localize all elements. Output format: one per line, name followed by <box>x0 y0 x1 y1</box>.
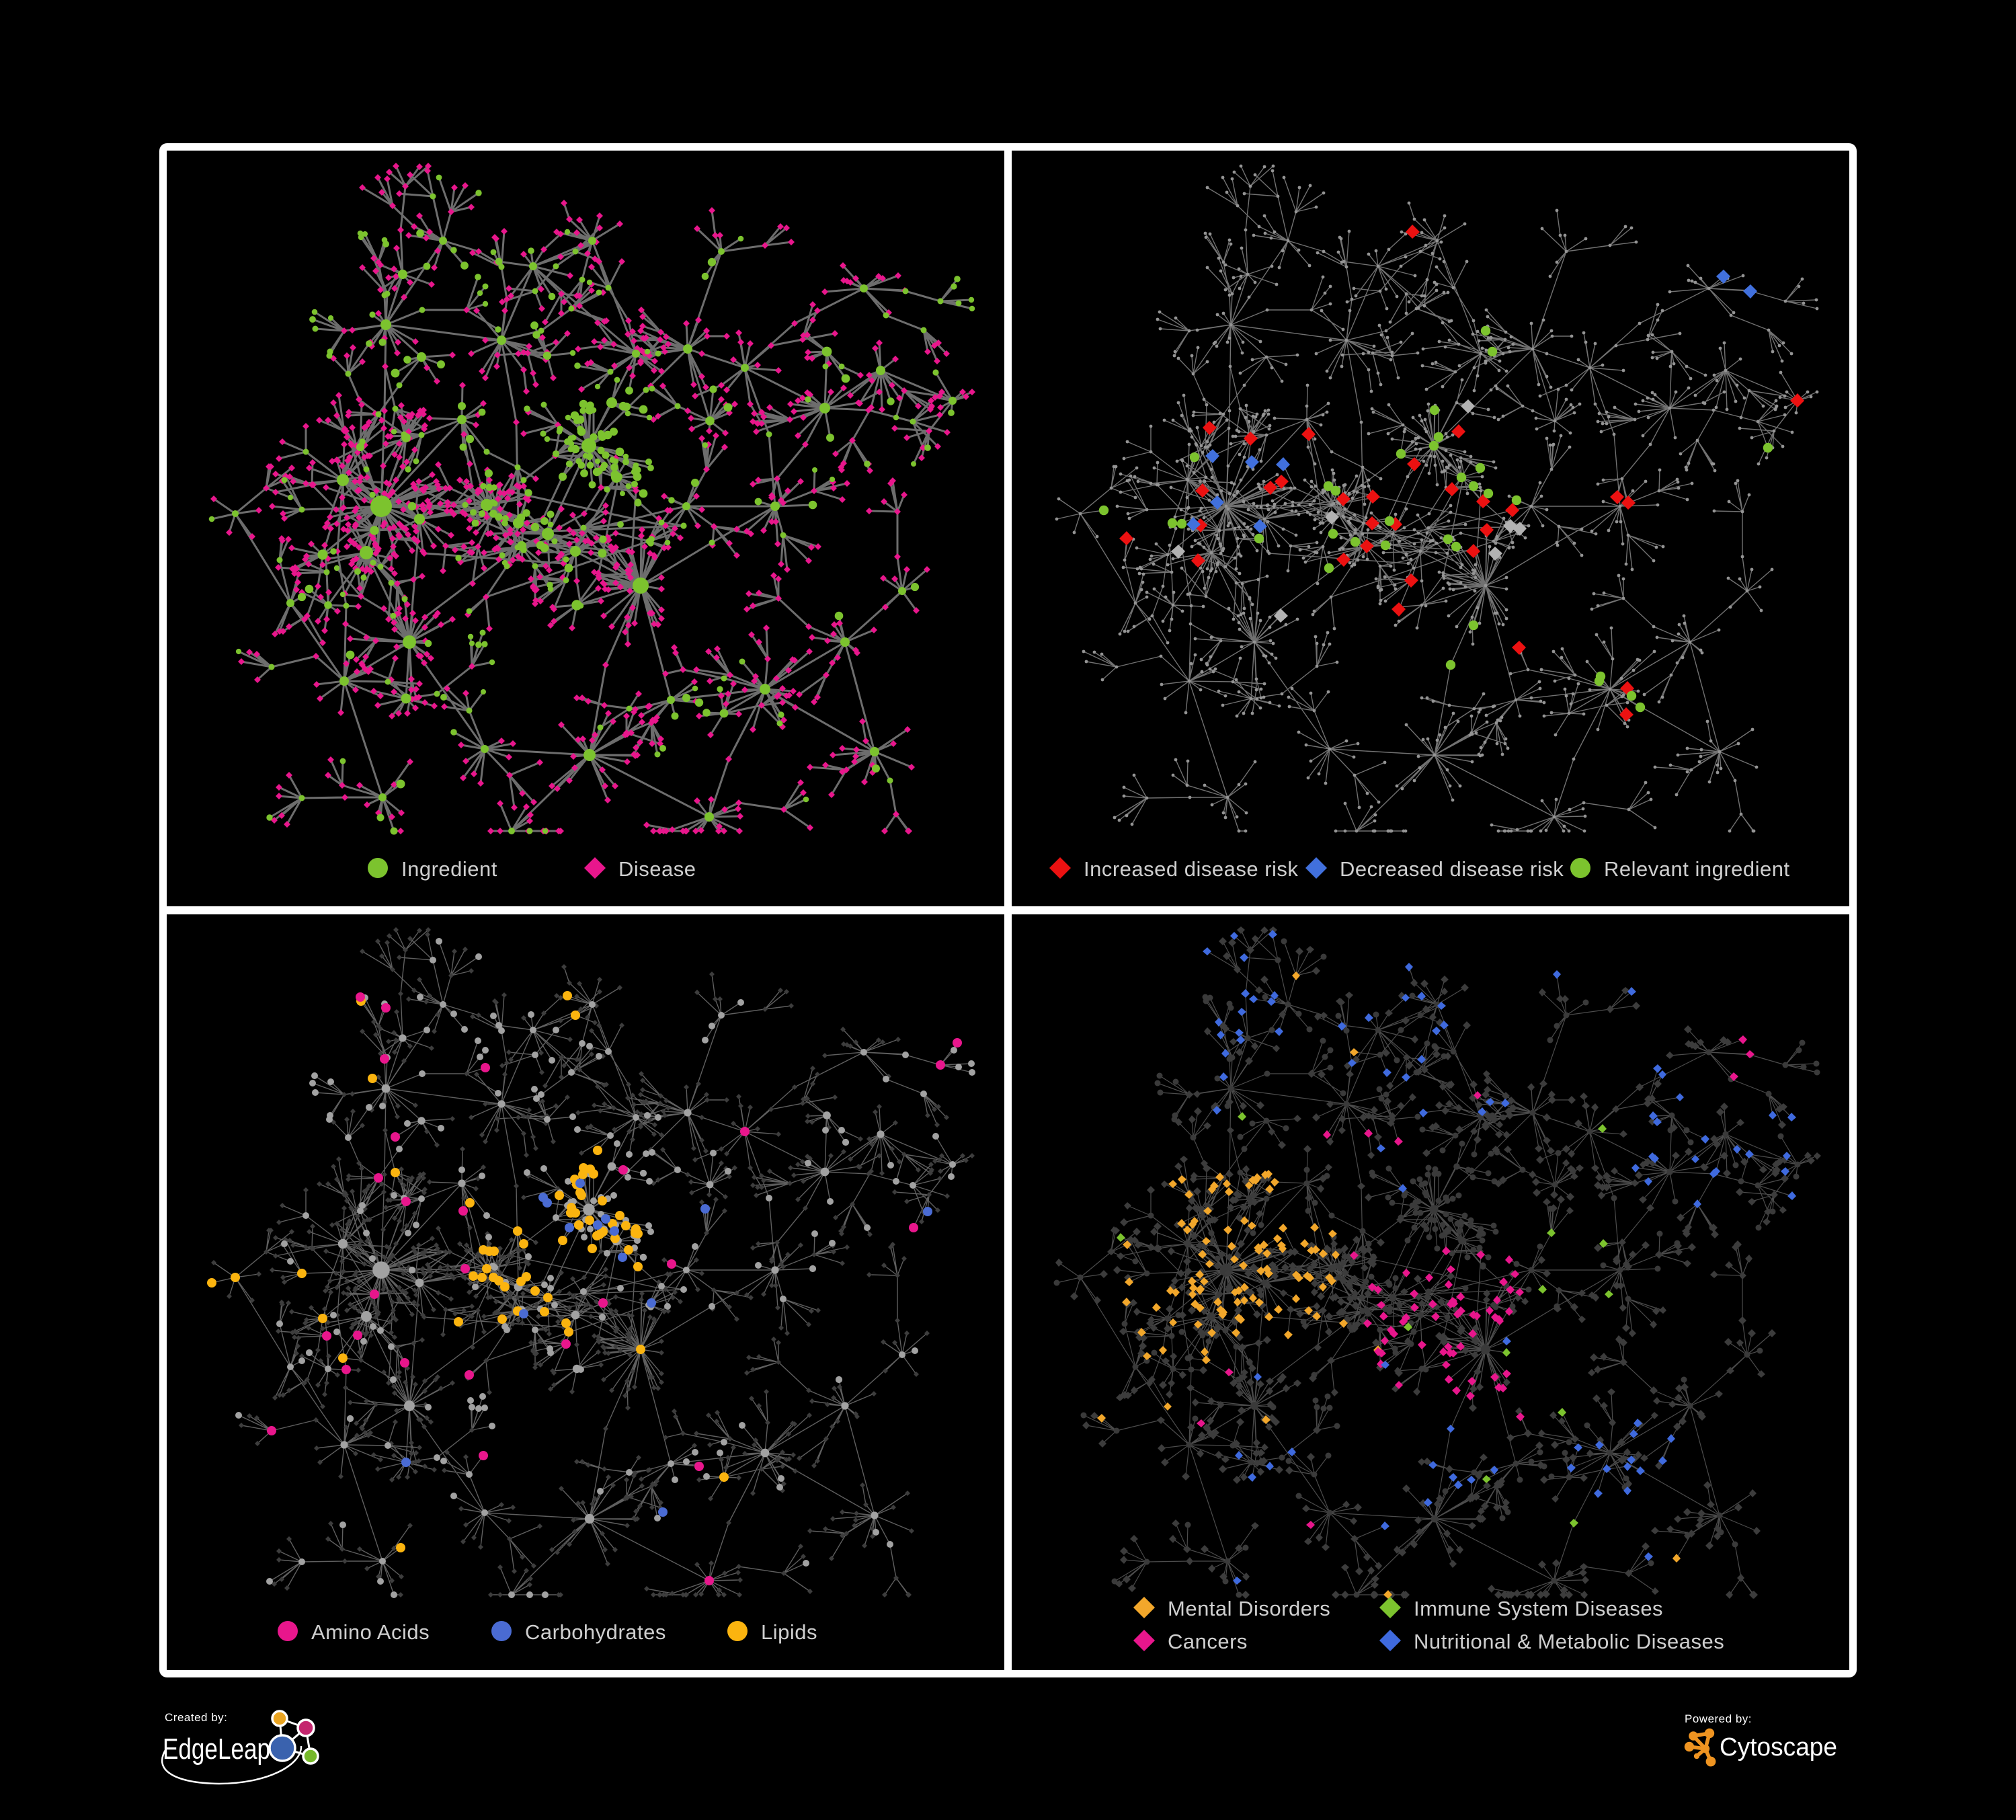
svg-text:Increased disease risk: Increased disease risk <box>1084 857 1298 881</box>
svg-text:Powered by:: Powered by: <box>1685 1712 1752 1725</box>
svg-text:Disease: Disease <box>618 857 696 881</box>
svg-text:EdgeLeap: EdgeLeap <box>163 1733 270 1766</box>
svg-text:Carbohydrates: Carbohydrates <box>525 1620 666 1644</box>
svg-text:Created by:: Created by: <box>165 1711 227 1724</box>
svg-text:Immune System Diseases: Immune System Diseases <box>1414 1597 1663 1620</box>
svg-text:Nutritional & Metabolic Diseas: Nutritional & Metabolic Diseases <box>1414 1630 1724 1653</box>
svg-text:Ingredient: Ingredient <box>401 857 497 881</box>
svg-text:Cytoscape: Cytoscape <box>1720 1733 1837 1762</box>
svg-text:Mental Disorders: Mental Disorders <box>1168 1597 1330 1620</box>
svg-text:Cancers: Cancers <box>1168 1630 1248 1653</box>
svg-text:Decreased disease risk: Decreased disease risk <box>1340 857 1564 881</box>
svg-text:Amino Acids: Amino Acids <box>311 1620 430 1644</box>
svg-text:Lipids: Lipids <box>761 1620 817 1644</box>
svg-text:Relevant ingredient: Relevant ingredient <box>1604 857 1790 881</box>
